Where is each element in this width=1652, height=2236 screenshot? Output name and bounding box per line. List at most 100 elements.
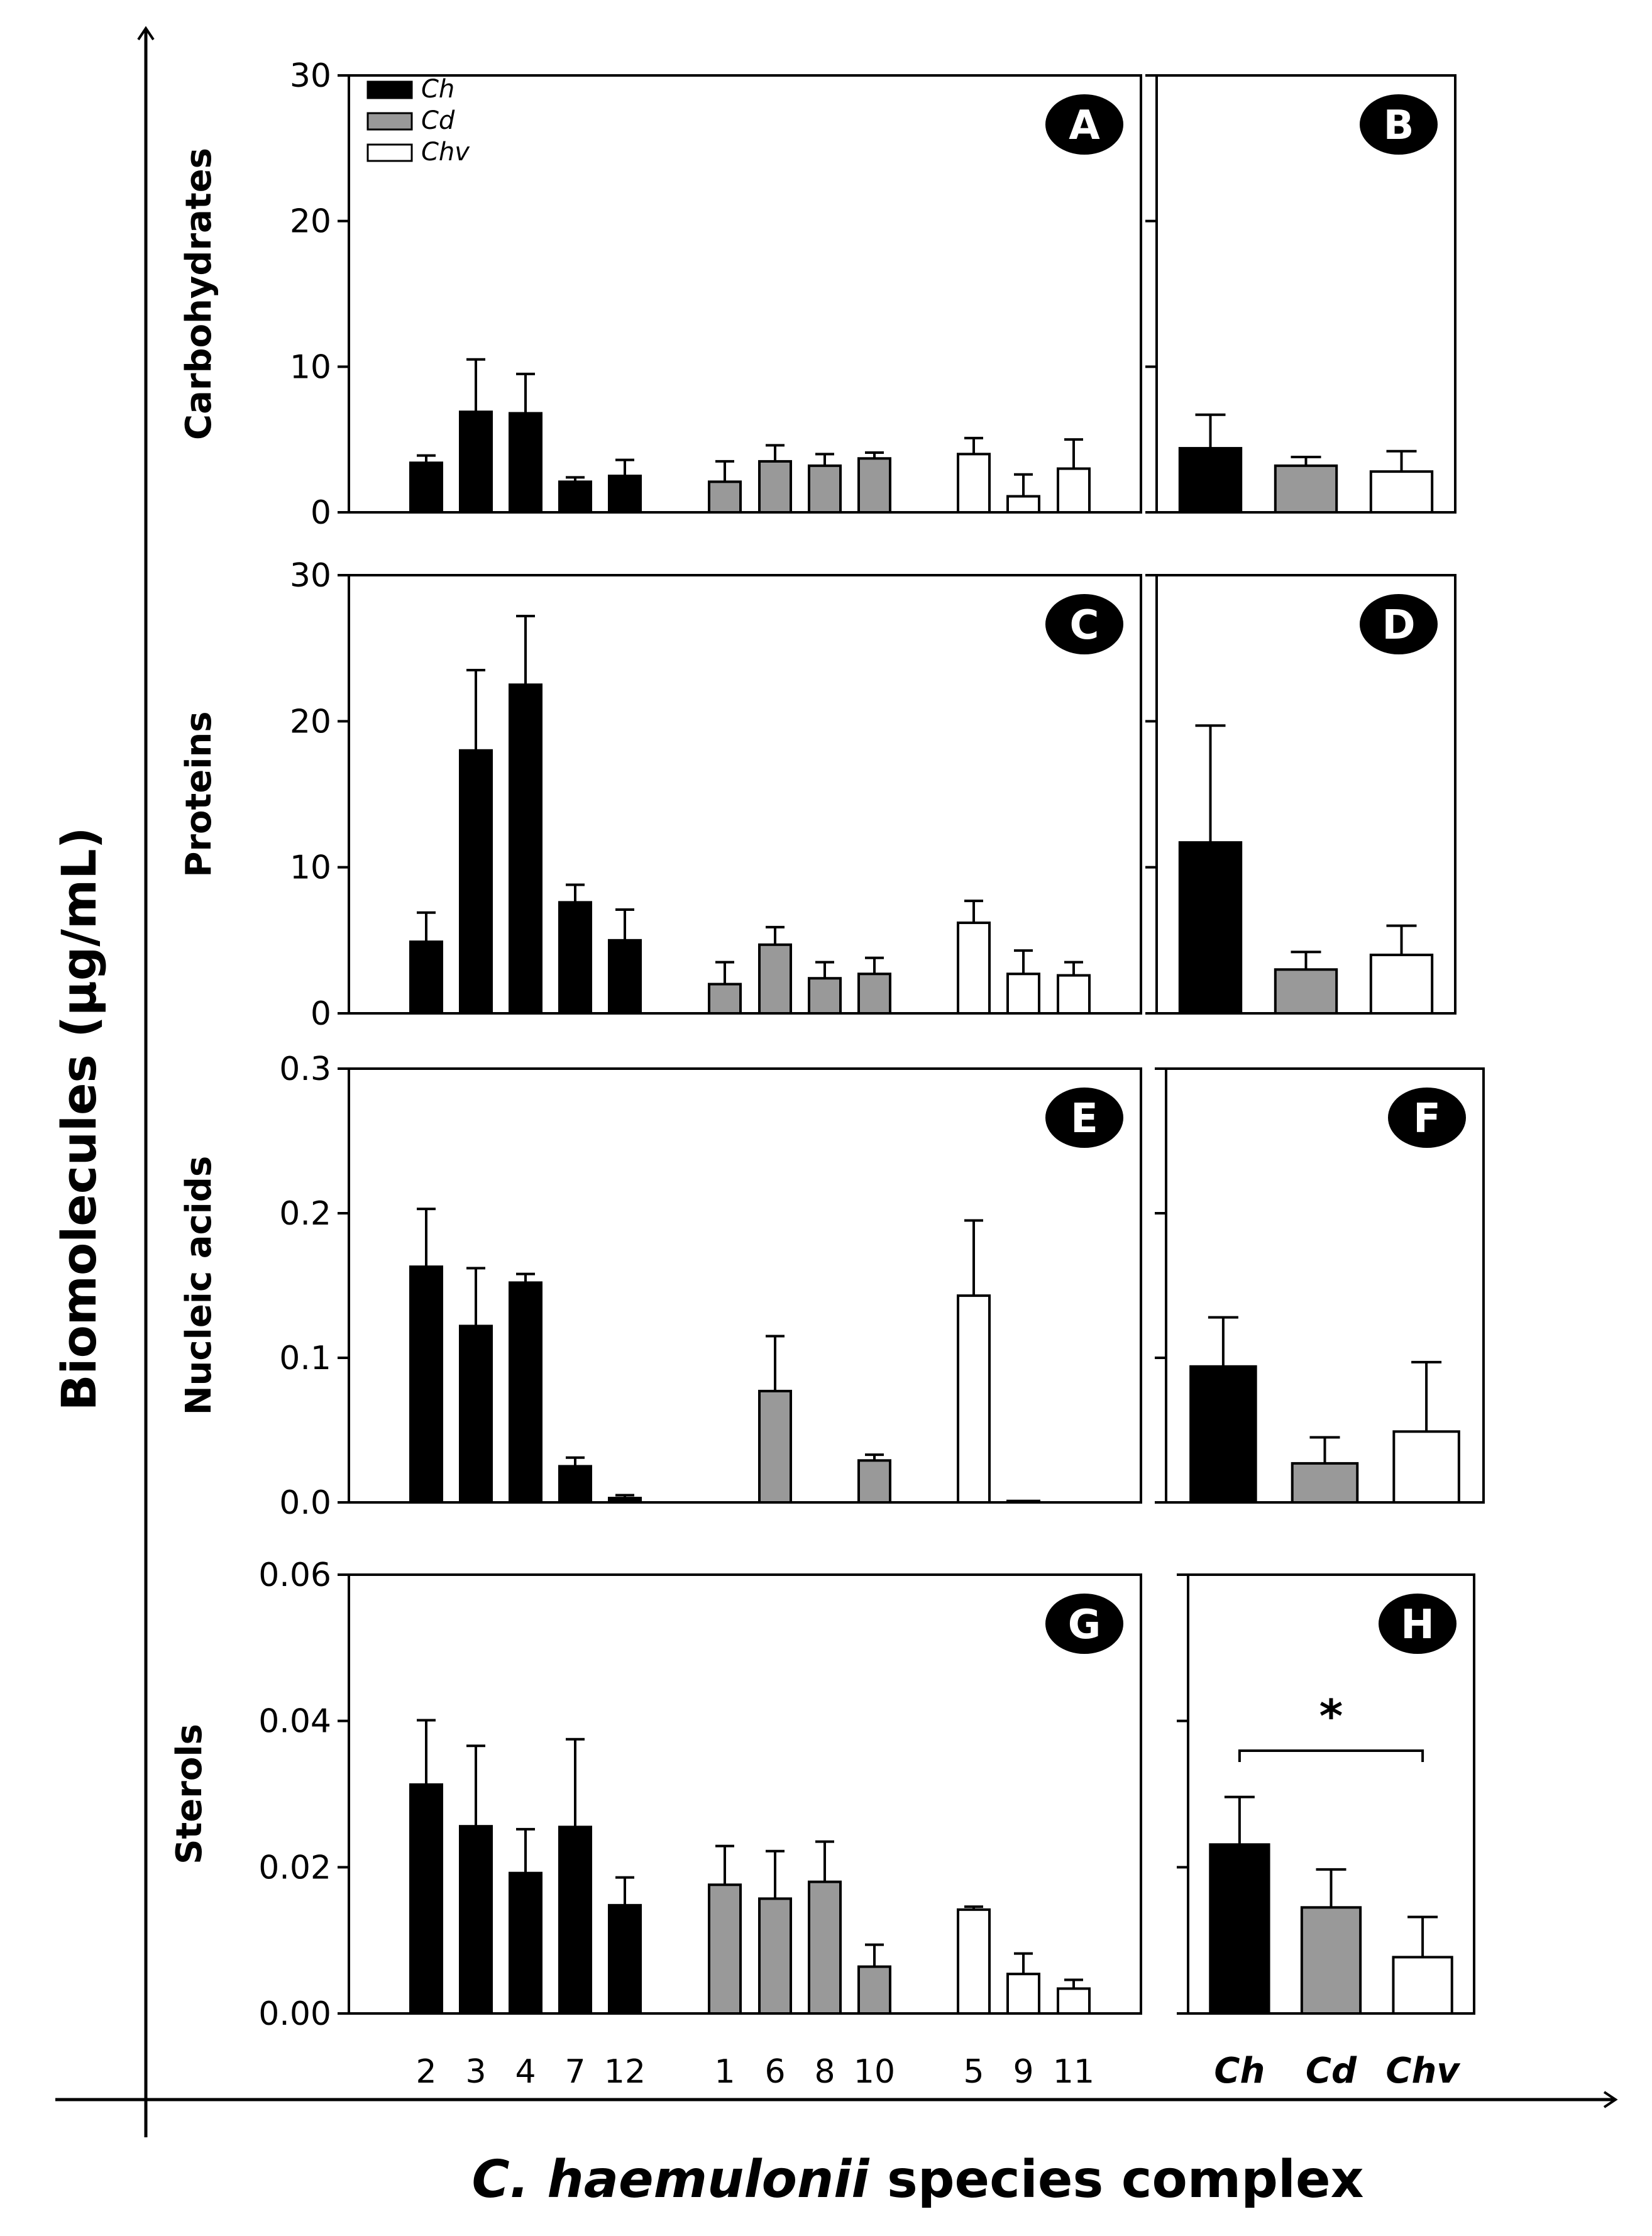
panel-a: 0 10 20 30 Carbohydrates A bbox=[179, 57, 1142, 532]
panel-b: B bbox=[1145, 74, 1457, 514]
y-tick-label-c: 0 bbox=[311, 995, 331, 1033]
panel-badge-f bbox=[1388, 1088, 1466, 1148]
y-tick-label-e: 0.2 bbox=[279, 1195, 331, 1233]
panel-badge-label-e: E bbox=[1071, 1096, 1098, 1142]
bar-a-3 bbox=[459, 410, 493, 514]
plot-frame-g bbox=[348, 1573, 1142, 2015]
x-tick-label-g-2: 2 bbox=[416, 2053, 436, 2091]
bar-g-7 bbox=[558, 1826, 592, 2015]
significance-bracket-h bbox=[1238, 1749, 1424, 1762]
bar-b-chv bbox=[1369, 470, 1434, 514]
bar-a-10 bbox=[857, 457, 891, 514]
bar-c-7 bbox=[558, 901, 592, 1015]
y-tick-label-g: 0.04 bbox=[258, 1703, 331, 1741]
y-tick-label-c: 20 bbox=[290, 703, 331, 741]
bar-e-2 bbox=[409, 1265, 443, 1504]
panel-ylabel-a: Carbohydrates bbox=[179, 148, 219, 440]
y-tick-label-c: 30 bbox=[290, 557, 331, 595]
bar-g-12 bbox=[608, 1903, 642, 2015]
y-tick-label-g: 0.06 bbox=[258, 1556, 331, 1594]
panel-badge-g bbox=[1045, 1594, 1123, 1654]
y-tick-label-c: 10 bbox=[290, 849, 331, 887]
panel-badge-a bbox=[1045, 94, 1123, 155]
legend-label-ch: Ch bbox=[421, 75, 454, 104]
x-tick-label-g-3: 3 bbox=[465, 2053, 486, 2091]
bar-e-10 bbox=[857, 1459, 891, 1504]
x-tick-label-g-7: 7 bbox=[564, 2053, 585, 2091]
x-tick-label-g-12: 12 bbox=[604, 2053, 646, 2091]
bar-c-4 bbox=[509, 683, 542, 1015]
bar-f-cd bbox=[1291, 1462, 1359, 1504]
panel-d: D bbox=[1145, 574, 1457, 1015]
panel-badge-label-g: G bbox=[1068, 1602, 1101, 1648]
bar-e-9 bbox=[1006, 1499, 1040, 1504]
bar-e-3 bbox=[459, 1325, 493, 1504]
bar-c-6 bbox=[758, 943, 792, 1015]
outer-x-axis-title: C. haemulonii species complex bbox=[471, 2150, 1363, 2210]
bar-c-3 bbox=[459, 749, 493, 1015]
bar-d-ch bbox=[1178, 841, 1243, 1015]
bar-c-11 bbox=[1057, 974, 1091, 1015]
bar-b-cd bbox=[1274, 464, 1338, 514]
bar-d-cd bbox=[1274, 968, 1338, 1015]
bar-a-9 bbox=[1006, 495, 1040, 514]
bar-e-12 bbox=[608, 1497, 642, 1504]
bar-f-chv bbox=[1392, 1430, 1460, 1504]
y-tick-label-a: 0 bbox=[311, 494, 331, 532]
plot-frame-c bbox=[348, 574, 1142, 1015]
legend-swatch-chv bbox=[366, 143, 413, 162]
bar-e-4 bbox=[509, 1281, 542, 1504]
bar-c-10 bbox=[857, 972, 891, 1015]
bar-f-ch bbox=[1189, 1365, 1257, 1504]
bar-e-6 bbox=[758, 1389, 792, 1504]
bar-a-11 bbox=[1057, 467, 1091, 514]
x-axis-title-italic: C. haemulonii bbox=[471, 2150, 870, 2210]
bar-e-5 bbox=[957, 1294, 991, 1504]
y-tick-label-a: 30 bbox=[290, 57, 331, 95]
panel-badge-label-a: A bbox=[1069, 102, 1100, 149]
x-tick-label-g-11: 11 bbox=[1053, 2053, 1094, 2091]
bar-h-ch bbox=[1209, 1843, 1270, 2015]
panel-badge-b bbox=[1360, 94, 1438, 155]
bar-h-cd bbox=[1300, 1906, 1362, 2015]
bar-e-7 bbox=[558, 1465, 592, 1504]
bar-g-8 bbox=[808, 1880, 842, 2015]
x-tick-label-h-ch: Ch bbox=[1214, 2051, 1265, 2091]
y-tick-label-g: 0.02 bbox=[258, 1849, 331, 1886]
legend-label-chv: Chv bbox=[421, 138, 470, 167]
y-tick-label-e: 0.1 bbox=[279, 1340, 331, 1377]
bar-g-4 bbox=[509, 1871, 542, 2015]
bar-c-12 bbox=[608, 939, 642, 1015]
bar-h-chv bbox=[1392, 1956, 1453, 2015]
x-axis-title-rest: species complex bbox=[869, 2150, 1364, 2210]
bar-c-8 bbox=[808, 977, 842, 1015]
x-tick-label-g-9: 9 bbox=[1013, 2053, 1033, 2091]
panel-f: F bbox=[1155, 1067, 1485, 1504]
x-tick-label-g-10: 10 bbox=[854, 2053, 895, 2091]
bar-g-2 bbox=[409, 1783, 443, 2015]
panel-h: Ch Cd Chv H * bbox=[1177, 1573, 1475, 2091]
outer-y-axis-title: Biomolecules (µg/mL) bbox=[51, 827, 107, 1411]
panel-ylabel-g: Sterols bbox=[169, 1724, 210, 1864]
y-tick-label-e: 0.3 bbox=[279, 1050, 331, 1088]
bar-g-10 bbox=[857, 1965, 891, 2015]
plot-frame-e bbox=[348, 1067, 1142, 1504]
panel-badge-label-d: D bbox=[1382, 602, 1415, 649]
bar-b-ch bbox=[1178, 447, 1243, 514]
bar-a-1 bbox=[708, 480, 742, 514]
panel-badge-label-c: C bbox=[1070, 602, 1099, 649]
legend-label-cd: Cd bbox=[421, 106, 455, 135]
panel-badge-label-f: F bbox=[1413, 1096, 1441, 1142]
legend-swatch-ch bbox=[366, 80, 413, 99]
x-tick-label-g-1: 1 bbox=[714, 2053, 735, 2091]
panel-ylabel-e: Nucleic acids bbox=[179, 1156, 219, 1416]
x-tick-label-g-6: 6 bbox=[764, 2053, 785, 2091]
bar-a-6 bbox=[758, 460, 792, 514]
x-tick-label-h-cd: Cd bbox=[1306, 2051, 1357, 2091]
bar-g-9 bbox=[1006, 1973, 1040, 2015]
bar-c-1 bbox=[708, 983, 742, 1015]
bar-g-3 bbox=[459, 1825, 493, 2015]
x-tick-label-h-chv: Chv bbox=[1385, 2051, 1460, 2091]
bar-g-5 bbox=[957, 1908, 991, 2015]
